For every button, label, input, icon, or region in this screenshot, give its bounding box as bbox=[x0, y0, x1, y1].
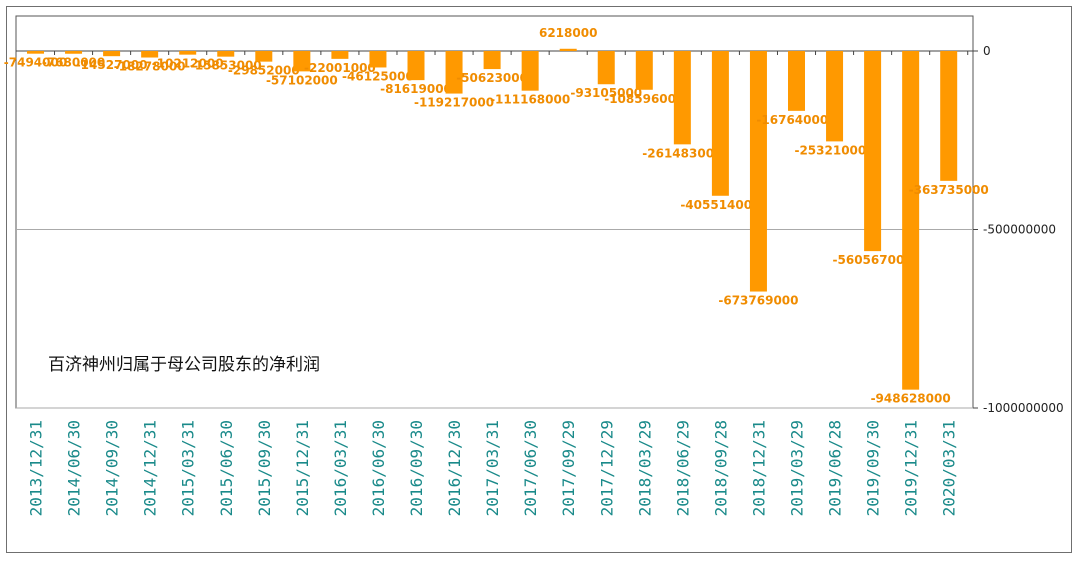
x-tick-label: 2018/06/29 bbox=[673, 420, 692, 516]
bar bbox=[103, 51, 121, 57]
x-tick-label: 2019/09/30 bbox=[864, 420, 883, 516]
data-label: -108596000 bbox=[604, 92, 684, 106]
y-tick-label: -1000000000 bbox=[983, 401, 1064, 415]
bar bbox=[255, 51, 273, 62]
data-label: -57102000 bbox=[266, 73, 338, 87]
x-tick-label: 2017/06/30 bbox=[521, 420, 540, 516]
bar bbox=[635, 51, 653, 90]
data-label: -405514000 bbox=[680, 198, 760, 212]
x-tick-label: 2015/03/31 bbox=[179, 420, 198, 516]
data-label: -560567000 bbox=[833, 253, 913, 267]
data-label: -111168000 bbox=[490, 93, 570, 107]
x-tick-label: 2015/06/30 bbox=[217, 420, 236, 516]
bar bbox=[407, 51, 425, 81]
y-tick-label: -500000000 bbox=[983, 223, 1056, 237]
chart-title: 百济神州归属于母公司股东的净利润 bbox=[48, 355, 320, 375]
chart-frame bbox=[6, 6, 1072, 553]
x-tick-label: 2018/03/29 bbox=[635, 420, 654, 516]
x-tick-label: 2016/03/31 bbox=[331, 420, 350, 516]
x-tick-label: 2018/12/31 bbox=[749, 420, 768, 516]
data-label: -46125000 bbox=[342, 69, 414, 83]
y-tick-label: 0 bbox=[983, 44, 991, 58]
bar bbox=[141, 51, 159, 58]
data-label: -29852000 bbox=[228, 64, 300, 78]
bar bbox=[369, 51, 387, 68]
data-label: -22001000 bbox=[304, 61, 376, 75]
x-tick-label: 2013/12/31 bbox=[27, 420, 46, 516]
x-tick-label: 2014/12/31 bbox=[141, 420, 160, 516]
bar bbox=[559, 48, 577, 51]
x-tick-label: 2017/09/29 bbox=[559, 420, 578, 516]
data-label: -7494000 bbox=[4, 56, 67, 70]
x-tick-label: 2018/09/28 bbox=[711, 420, 730, 516]
data-label: -673769000 bbox=[718, 294, 798, 308]
bar bbox=[27, 51, 44, 54]
bar bbox=[940, 51, 958, 181]
x-tick-label: 2020/03/31 bbox=[940, 420, 959, 516]
bar bbox=[179, 51, 197, 55]
data-label: -10212000 bbox=[152, 57, 224, 71]
data-label: -948628000 bbox=[871, 392, 951, 406]
x-tick-label: 2017/12/29 bbox=[597, 420, 616, 516]
data-label: 6218000 bbox=[539, 26, 597, 40]
x-tick-label: 2016/09/30 bbox=[407, 420, 426, 516]
bar bbox=[902, 51, 920, 390]
data-label: -18278000 bbox=[114, 60, 186, 74]
x-tick-label: 2019/03/29 bbox=[788, 420, 807, 516]
data-label: -93105000 bbox=[570, 86, 642, 100]
x-tick-label: 2019/06/28 bbox=[826, 420, 845, 516]
x-tick-label: 2015/09/30 bbox=[255, 420, 274, 516]
data-label: -50623000 bbox=[456, 71, 528, 85]
bar bbox=[293, 51, 311, 72]
bar bbox=[483, 51, 501, 70]
x-tick-label: 2016/06/30 bbox=[369, 420, 388, 516]
x-tick-label: 2015/12/31 bbox=[293, 420, 312, 516]
bar bbox=[597, 51, 615, 85]
x-tick-label: 2017/03/31 bbox=[483, 420, 502, 516]
bar bbox=[673, 51, 691, 145]
bar bbox=[826, 51, 844, 142]
data-label: -253210000 bbox=[794, 143, 874, 157]
x-tick-label: 2016/12/30 bbox=[445, 420, 464, 516]
bar bbox=[864, 51, 882, 252]
data-label: -7680000 bbox=[42, 56, 105, 70]
bar bbox=[521, 51, 539, 91]
data-label: -15853000 bbox=[190, 59, 262, 73]
x-tick-label: 2019/12/31 bbox=[902, 420, 921, 516]
bar bbox=[331, 51, 349, 59]
data-label: -261483000 bbox=[642, 146, 722, 160]
x-tick-label: 2014/06/30 bbox=[65, 420, 84, 516]
data-label: -167640000 bbox=[756, 113, 836, 127]
bar bbox=[711, 51, 729, 196]
bar bbox=[788, 51, 805, 111]
data-label: -119217000 bbox=[414, 96, 494, 110]
bar bbox=[65, 51, 83, 54]
bar bbox=[217, 51, 235, 57]
data-label: -14527000 bbox=[76, 58, 148, 72]
x-tick-label: 2014/09/30 bbox=[103, 420, 122, 516]
data-label: -81619000 bbox=[380, 82, 452, 96]
data-label: -363735000 bbox=[909, 183, 989, 197]
bar bbox=[749, 51, 767, 292]
bar bbox=[445, 51, 463, 94]
